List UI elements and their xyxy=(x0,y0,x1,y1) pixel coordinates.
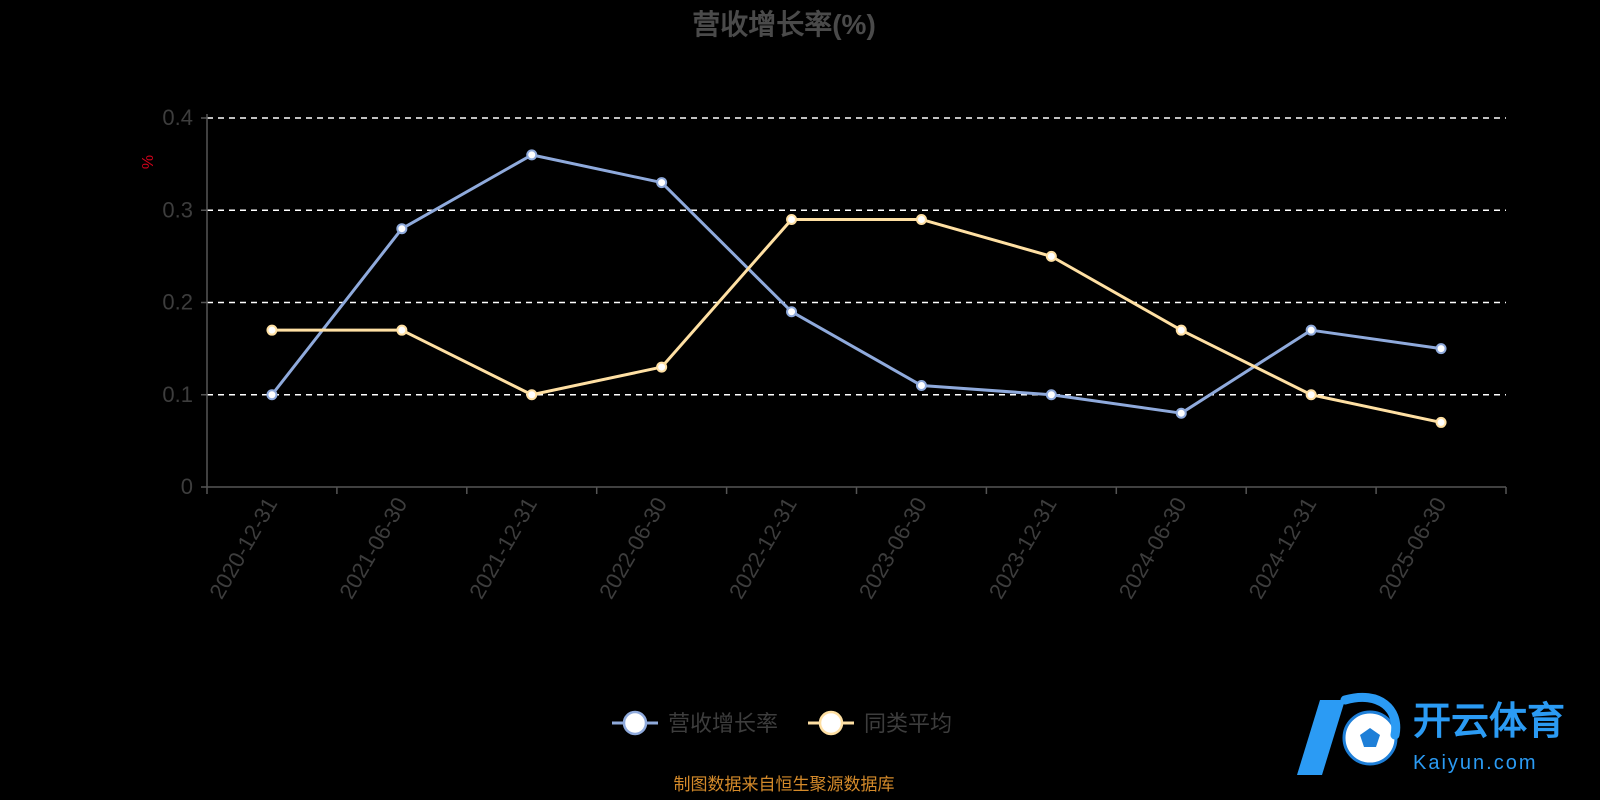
legend-swatch-marker xyxy=(818,710,844,736)
y-tick-label: 0.3 xyxy=(162,197,193,222)
series-line-2 xyxy=(271,217,1442,424)
data-point xyxy=(1305,324,1317,336)
x-tick-label: 2023-06-30 xyxy=(854,493,932,603)
y-axis-unit-label: % xyxy=(140,155,157,169)
data-point xyxy=(1045,389,1057,401)
series-line-1 xyxy=(270,153,1442,415)
data-point xyxy=(656,361,668,373)
data-point xyxy=(396,223,408,235)
data-point xyxy=(1305,389,1317,401)
x-tick-label: 2021-06-30 xyxy=(334,493,412,603)
y-tick-label: 0.2 xyxy=(162,290,193,315)
data-point xyxy=(266,324,278,336)
source-note: 制图数据来自恒生聚源数据库 xyxy=(674,775,895,794)
data-point xyxy=(786,306,798,318)
x-tick-labels: 2020-12-31 2021-06-30 2021-12-31 2022-06-30… xyxy=(204,493,1451,603)
legend-item-1[interactable]: 营收增长率 xyxy=(612,710,778,736)
data-point xyxy=(915,213,927,225)
kaiyun-logo-icon xyxy=(1297,692,1401,775)
x-tick-label: 2022-12-31 xyxy=(724,493,802,603)
legend[interactable]: 营收增长率 同类平均 xyxy=(612,710,952,736)
x-tick-label: 2025-06-30 xyxy=(1373,493,1451,603)
watermark-brand-text: 开云体育 xyxy=(1413,701,1565,743)
x-tick-label: 2021-12-31 xyxy=(464,493,542,603)
x-tick-label: 2023-12-31 xyxy=(984,493,1062,603)
data-point xyxy=(656,177,668,189)
data-point xyxy=(915,380,927,392)
legend-swatch-marker xyxy=(622,710,648,736)
legend-label: 同类平均 xyxy=(864,711,952,736)
data-point xyxy=(1045,250,1057,262)
data-point xyxy=(266,389,278,401)
legend-label: 营收增长率 xyxy=(668,711,778,736)
data-point xyxy=(526,149,538,161)
x-tick-label: 2024-06-30 xyxy=(1114,493,1192,603)
data-point xyxy=(1435,416,1447,428)
data-point xyxy=(396,324,408,336)
chart-title: 营收增长率(%) xyxy=(692,8,876,40)
y-tick-labels: 0 0.1 0.2 0.3 0.4 xyxy=(162,105,193,499)
data-point xyxy=(526,389,538,401)
grid-lines xyxy=(207,117,1506,396)
legend-item-2[interactable]: 同类平均 xyxy=(808,710,952,736)
series-lines xyxy=(266,149,1447,428)
y-tick-label: 0.4 xyxy=(162,105,193,130)
data-point xyxy=(1175,407,1187,419)
data-point xyxy=(786,213,798,225)
data-point xyxy=(1435,343,1447,355)
y-tick-label: 0.1 xyxy=(162,382,193,407)
watermark-logo: 开云体育 Kaiyun.com xyxy=(1297,692,1565,775)
y-tick-label: 0 xyxy=(181,474,193,499)
x-tick-label: 2020-12-31 xyxy=(204,493,282,603)
watermark-domain-text: Kaiyun.com xyxy=(1413,752,1538,774)
axes xyxy=(201,114,1507,494)
x-tick-label: 2024-12-31 xyxy=(1244,493,1322,603)
x-tick-label: 2022-06-30 xyxy=(594,493,672,603)
data-point xyxy=(1175,324,1187,336)
